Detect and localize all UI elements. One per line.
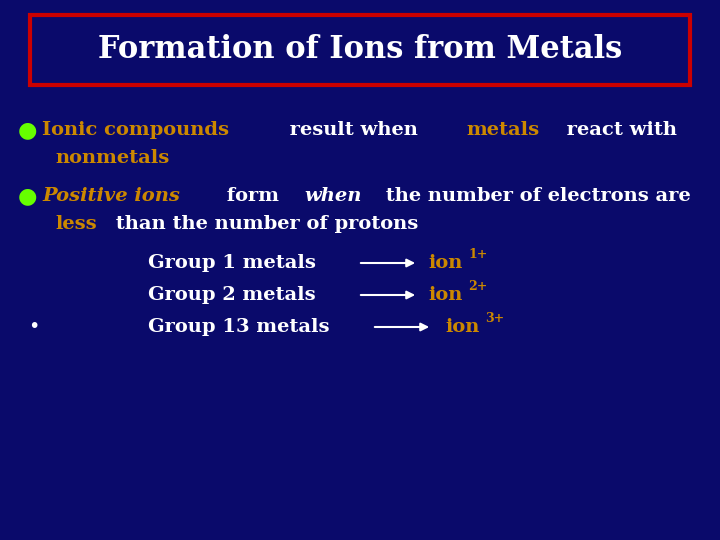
Bar — [30, 15, 690, 85]
Text: Group 2 metals: Group 2 metals — [148, 286, 315, 304]
Text: ion: ion — [445, 318, 480, 336]
Text: 1+: 1+ — [468, 247, 487, 260]
Text: Positive ions: Positive ions — [42, 187, 180, 205]
Text: ●: ● — [18, 186, 37, 206]
Text: result when: result when — [283, 121, 425, 139]
Text: Group 13 metals: Group 13 metals — [148, 318, 330, 336]
Text: form: form — [220, 187, 286, 205]
Text: •: • — [28, 318, 40, 336]
Text: ion: ion — [428, 254, 462, 272]
Text: metals: metals — [466, 121, 539, 139]
Text: Ionic compounds: Ionic compounds — [42, 121, 229, 139]
Text: the number of electrons are: the number of electrons are — [379, 187, 690, 205]
Text: when: when — [305, 187, 362, 205]
Text: than the number of protons: than the number of protons — [109, 215, 418, 233]
Text: nonmetals: nonmetals — [55, 149, 169, 167]
Text: 3+: 3+ — [485, 312, 504, 325]
Text: ●: ● — [18, 120, 37, 140]
Text: ion: ion — [428, 286, 462, 304]
Text: 2+: 2+ — [468, 280, 487, 293]
Text: less: less — [55, 215, 96, 233]
Text: Formation of Ions from Metals: Formation of Ions from Metals — [98, 35, 622, 65]
Text: Group 1 metals: Group 1 metals — [148, 254, 316, 272]
Text: react with: react with — [560, 121, 678, 139]
